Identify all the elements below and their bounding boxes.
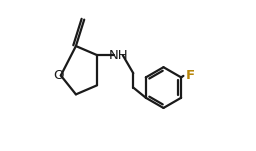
Text: F: F: [186, 69, 195, 82]
Text: NH: NH: [108, 49, 128, 62]
Text: O: O: [54, 69, 64, 82]
